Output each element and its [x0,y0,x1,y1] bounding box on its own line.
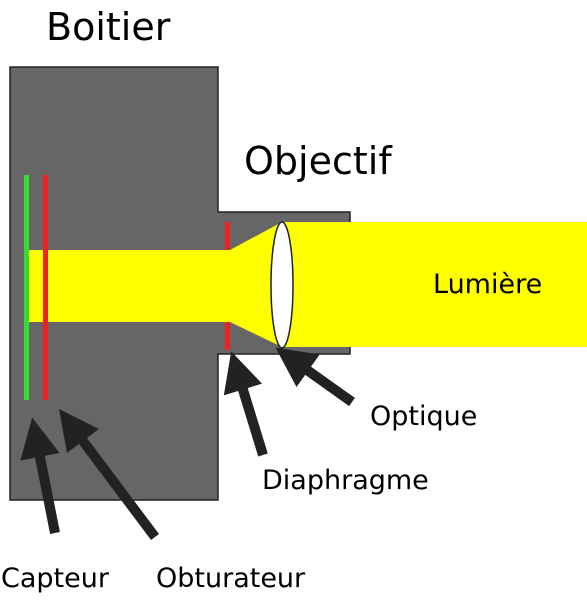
diaphragm-top [225,222,230,250]
shutter-line [43,175,48,400]
label-light: Lumière [433,269,542,300]
arrow-optics [275,347,355,407]
label-body: Boitier [46,5,171,49]
label-lens: Objectif [244,139,393,183]
label-sensor: Capteur [1,563,110,594]
label-shutter: Obturateur [156,563,306,594]
arrow-sensor [20,417,60,534]
label-diaphragm: Diaphragme [262,465,429,496]
optics-lens [270,221,294,349]
label-optics: Optique [370,401,477,432]
light-beam-inner [27,250,232,322]
light-beam-outer [282,222,587,347]
light-beam-cone [230,222,282,347]
diaphragm-bottom [225,322,230,350]
sensor-line [24,175,29,400]
arrow-diaphragm [223,351,268,457]
arrow-shutter [59,409,159,540]
